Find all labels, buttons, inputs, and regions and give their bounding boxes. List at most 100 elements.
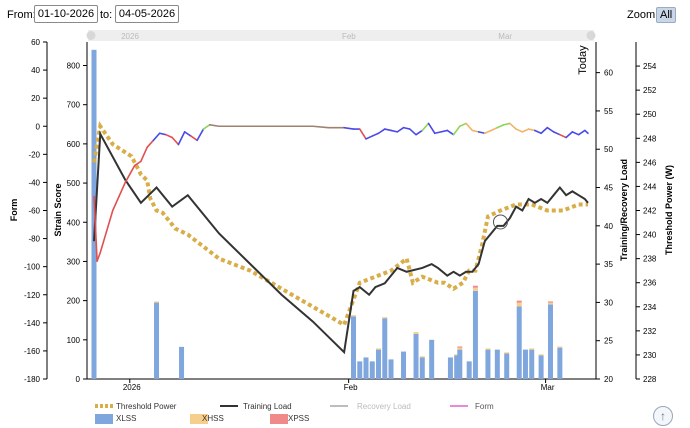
- from-label: From:: [7, 9, 36, 21]
- form-line-segment: [165, 133, 173, 139]
- form-line-segment: [152, 132, 161, 142]
- xhss-bar: [454, 354, 460, 356]
- form-line-segment: [559, 133, 567, 139]
- form-line-segment: [312, 125, 330, 129]
- form-line-segment: [427, 122, 436, 135]
- xhss-bar: [504, 352, 510, 354]
- form-axis-title: Form: [9, 199, 19, 222]
- xlss-bar: [419, 357, 425, 379]
- power-tick-label: 248: [643, 134, 657, 143]
- legend-label: Training Load: [243, 402, 292, 411]
- date-range-toolbar: From: 01-10-2026 to: 04-05-2026 Zoom: Al…: [0, 0, 690, 30]
- strain-tick-label: 400: [67, 218, 81, 227]
- form-line-segment: [177, 131, 186, 146]
- xhss-bar: [529, 348, 535, 350]
- power-tick-label: 230: [643, 351, 657, 360]
- today-label: Today: [577, 45, 589, 75]
- load-tick-label: 25: [604, 337, 613, 346]
- xlss-bar: [466, 361, 472, 379]
- strain-tick-label: 200: [67, 297, 81, 306]
- form-line-segment: [421, 122, 430, 132]
- x-tick-label: Mar: [541, 383, 555, 392]
- legend-label: XHSS: [202, 414, 224, 423]
- xlss-bar: [429, 339, 435, 379]
- form-line-segment: [415, 129, 424, 136]
- power-axis-title: Threshold Power (W): [664, 165, 674, 255]
- form-tick-label: -40: [28, 178, 40, 187]
- power-tick-label: 240: [643, 231, 657, 240]
- xlss-bar: [494, 349, 500, 379]
- zoom-all-button[interactable]: All: [656, 7, 677, 23]
- threshold-power-line: [92, 121, 588, 328]
- xlss-bar: [413, 333, 419, 379]
- form-line-segment: [527, 128, 536, 132]
- navigator-right-handle: [586, 31, 596, 40]
- form-line-segment: [343, 126, 355, 130]
- form-line-segment: [515, 128, 524, 133]
- power-tick-label: 250: [643, 110, 657, 119]
- legend-label: Recovery Load: [357, 402, 411, 411]
- form-line-segment: [196, 128, 205, 142]
- form-tick-label: -100: [24, 263, 41, 272]
- legend-label: XLSS: [116, 414, 136, 423]
- xpss-bar: [472, 285, 478, 288]
- form-line-segment: [477, 131, 486, 135]
- form-line-segment: [509, 122, 517, 130]
- strain-tick-label: 100: [67, 336, 81, 345]
- form-line-segment: [546, 126, 555, 133]
- xhss-bar: [485, 348, 491, 350]
- navigator-bar: [88, 30, 594, 41]
- power-tick-label: 242: [643, 207, 657, 216]
- xlss-bar: [363, 357, 369, 379]
- xlss-bar: [538, 355, 544, 379]
- xhss-bar: [351, 315, 357, 317]
- form-line-segment: [565, 131, 574, 139]
- to-date-input[interactable]: 04-05-2026: [115, 5, 179, 23]
- power-tick-label: 254: [643, 62, 657, 71]
- form-line-segment: [140, 146, 148, 163]
- cursor-marker: [492, 214, 508, 230]
- load-tick-label: 45: [604, 184, 613, 193]
- load-tick-label: 30: [604, 298, 613, 307]
- strain-tick-label: 600: [67, 140, 81, 149]
- form-line-segment: [158, 132, 167, 136]
- xhss-bar: [557, 346, 563, 348]
- xlss-bar: [485, 349, 491, 379]
- form-line-segment: [471, 129, 480, 133]
- training-load-line: [93, 130, 589, 355]
- xhss-bar: [413, 331, 419, 334]
- form-line-segment: [365, 135, 374, 140]
- form-line-segment: [577, 129, 586, 136]
- up-arrow-circle-icon[interactable]: ↑: [653, 406, 673, 426]
- legend-swatch: [95, 414, 113, 424]
- form-tick-label: -120: [24, 291, 41, 300]
- load-tick-label: 60: [604, 69, 613, 78]
- form-line-segment: [96, 251, 102, 262]
- form-line-segment: [146, 139, 155, 149]
- xlss-bar: [91, 49, 97, 379]
- form-line-segment: [390, 129, 399, 133]
- xlss-bar: [351, 316, 357, 379]
- form-tick-label: -20: [28, 150, 40, 159]
- xlss-bar: [401, 351, 407, 379]
- form-line-segment: [208, 124, 220, 128]
- xlss-bar: [504, 353, 510, 379]
- from-date-input[interactable]: 01-10-2026: [34, 5, 98, 23]
- xlss-bar: [472, 290, 478, 379]
- legend-swatch: [270, 414, 288, 424]
- power-tick-label: 234: [643, 303, 657, 312]
- xhss-bar: [419, 356, 425, 358]
- legend-label: XPSS: [288, 414, 309, 423]
- form-line-segment: [502, 122, 511, 126]
- xhss-bar: [376, 348, 382, 350]
- xlss-bar: [454, 355, 460, 379]
- legend-swatch: [190, 414, 208, 424]
- xhss-bar: [538, 354, 544, 356]
- form-tick-label: 20: [31, 94, 40, 103]
- form-line-segment: [402, 126, 411, 130]
- form-line-segment: [459, 122, 467, 128]
- form-line-segment: [383, 128, 392, 132]
- strain-tick-label: 700: [67, 101, 81, 110]
- form-tick-label: 60: [31, 38, 40, 47]
- power-tick-label: 228: [643, 375, 657, 384]
